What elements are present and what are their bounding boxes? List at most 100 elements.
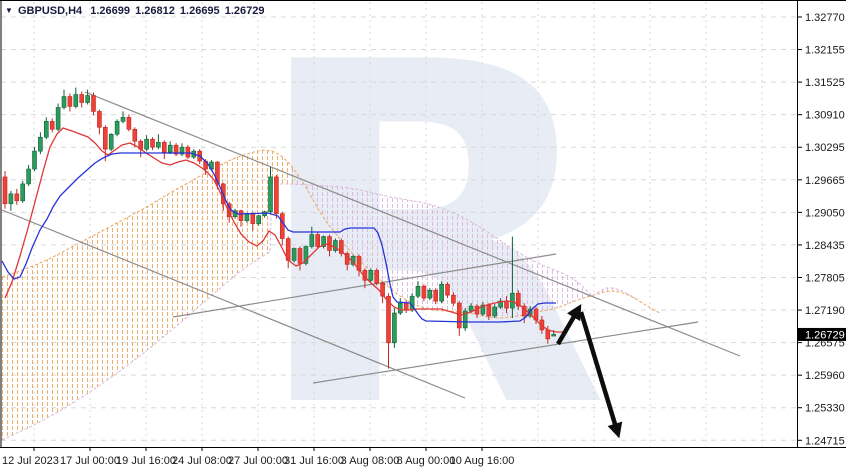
candle [303, 245, 309, 266]
candle-body [386, 295, 391, 344]
candle [67, 93, 73, 112]
candle-body [309, 234, 315, 247]
forecast-arrow[interactable] [556, 304, 623, 439]
price-axis[interactable]: 1.32770 1.32155 1.31525 1.30910 1.30295 1.296… [797, 12, 846, 447]
candle [380, 281, 385, 304]
candle [415, 281, 421, 299]
candle [315, 232, 321, 249]
candle [439, 281, 444, 304]
candle [132, 127, 138, 148]
chart-borders [0, 0, 846, 448]
candle-body [2, 176, 8, 205]
kumo-bullish-fill [2, 150, 296, 440]
candle [321, 235, 326, 249]
candle-body [150, 138, 155, 148]
candle-body [173, 144, 179, 155]
candle-body [126, 117, 132, 130]
candle-body [108, 133, 114, 150]
candle-body [297, 248, 303, 264]
candle [368, 268, 374, 283]
candle [144, 135, 149, 152]
current-price-tag [798, 327, 846, 341]
title-low-value: 1.26695 [180, 5, 220, 17]
candle [91, 92, 96, 116]
symbol-dropdown-icon[interactable]: ▼ [5, 6, 13, 15]
candle [433, 288, 439, 305]
candle-body [462, 310, 468, 329]
candle-body [551, 334, 557, 337]
forecast-arrow-segment[interactable] [556, 304, 582, 346]
candlesticks [2, 87, 557, 369]
candle [173, 143, 179, 157]
candle [49, 118, 55, 133]
candle-body [433, 289, 439, 302]
candle-body [91, 95, 96, 112]
candle-body [256, 215, 262, 224]
price-label: 1.24715 [805, 435, 845, 447]
candle-body [32, 150, 37, 170]
candle-body [73, 94, 79, 107]
candle [162, 140, 167, 160]
candle [179, 143, 185, 157]
candle [79, 91, 84, 108]
candle [20, 180, 26, 203]
candle [498, 298, 503, 310]
candle [291, 247, 297, 263]
title-symbol-period: GBPUSD,H4 [18, 5, 83, 17]
candle [274, 174, 279, 219]
candle-body [38, 136, 43, 152]
candle-body [238, 210, 244, 221]
candle [445, 282, 450, 299]
candle-body [49, 121, 55, 130]
candle [156, 134, 161, 150]
candle [333, 238, 338, 253]
candle [85, 89, 90, 105]
candle [480, 302, 486, 317]
time-label: 19 Jul 16:00 [116, 455, 176, 467]
candle [256, 214, 262, 226]
trendline-object[interactable] [1, 209, 466, 399]
candle-body [439, 283, 444, 302]
candle-body [515, 292, 521, 307]
candle [2, 171, 8, 209]
candle [185, 145, 191, 160]
forecast-arrow-segment[interactable] [578, 311, 623, 439]
candle [392, 308, 397, 348]
time-label: 8 Aug 00:00 [397, 455, 456, 467]
candle-body [333, 240, 338, 251]
candle-body [85, 95, 90, 103]
price-label: 1.30910 [805, 110, 845, 122]
candle-body [492, 306, 498, 317]
candle [215, 161, 220, 189]
candle [386, 293, 391, 369]
candle-body [415, 285, 421, 297]
candle-body [20, 183, 26, 202]
candle [338, 238, 344, 257]
candle-body [380, 282, 385, 297]
candle-body [421, 285, 427, 299]
candle-body [215, 161, 220, 185]
trendline-object[interactable] [312, 321, 699, 384]
title-high-value: 1.26812 [135, 5, 175, 17]
candle-body [167, 144, 173, 153]
candle [374, 268, 380, 286]
time-label: 10 Aug 16:00 [450, 455, 515, 467]
candle-body [392, 312, 397, 344]
price-label: 1.25330 [805, 403, 845, 415]
trendline-object[interactable] [84, 91, 741, 357]
current-price-value: 1.26729 [805, 329, 845, 341]
candle [238, 209, 244, 227]
candle-body [327, 236, 332, 251]
candle-body [144, 138, 149, 150]
candle [108, 133, 114, 152]
candle-body [26, 168, 31, 185]
candle-body [368, 270, 374, 281]
price-label: 1.27190 [805, 305, 845, 317]
candle [297, 246, 303, 271]
candle-body [315, 234, 321, 247]
candle [55, 103, 61, 132]
candle [268, 167, 273, 214]
